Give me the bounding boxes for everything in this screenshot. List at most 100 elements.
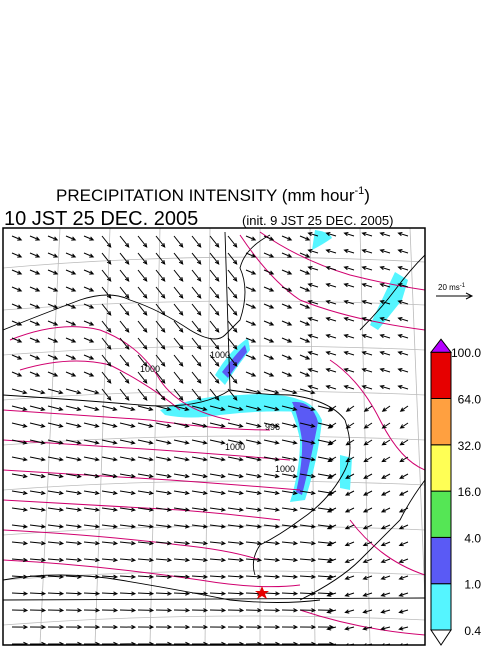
wind-arrow: [361, 384, 373, 390]
wind-arrow: [29, 388, 46, 395]
wind-arrow: [155, 337, 166, 350]
wind-field: [11, 231, 409, 645]
wind-arrow: [281, 337, 293, 343]
wind-arrow: [362, 609, 373, 614]
wind-arrow: [325, 231, 337, 237]
wind-arrow: [398, 609, 409, 614]
wind-arrow: [119, 252, 130, 265]
colorbar-label: 1.0: [464, 578, 481, 592]
wind-arrow: [83, 371, 95, 377]
wind-arrow: [101, 320, 112, 333]
wind-arrow: [155, 439, 172, 445]
colorbar-bin: [430, 398, 452, 446]
wind-arrow: [173, 624, 191, 630]
wind-arrow: [119, 574, 137, 579]
wind-arrow: [65, 574, 83, 579]
wind-arrow: [209, 524, 227, 529]
wind-arrow: [209, 624, 227, 630]
wind-arrow: [101, 524, 119, 529]
wind-arrow: [173, 641, 191, 645]
wind-arrow: [119, 286, 130, 299]
isobar-label: 996: [265, 422, 280, 432]
wind-arrow: [209, 371, 220, 384]
wind-arrow: [119, 405, 136, 412]
wind-arrow: [327, 456, 337, 463]
wind-arrow: [263, 371, 275, 377]
wind-arrow: [191, 524, 209, 529]
wind-arrow: [83, 490, 100, 496]
wind-arrow: [155, 320, 166, 333]
isobar-label: 1000: [140, 364, 160, 374]
wind-arrow: [379, 265, 391, 271]
wind-arrow: [227, 641, 245, 645]
colorbar: 0.4 1.0 4.0 16.0 32.0 64.0 100.0: [429, 338, 482, 646]
wind-arrow: [83, 608, 101, 613]
valid-time: 10 JST 25 DEC. 2005: [4, 208, 198, 230]
wind-arrow: [227, 624, 245, 630]
scale-arrow: [436, 292, 474, 300]
wind-arrow: [398, 626, 409, 631]
wind-arrow: [299, 641, 317, 645]
wind-arrow: [361, 231, 373, 237]
wind-arrow: [11, 405, 28, 412]
wind-arrow: [83, 337, 95, 343]
wind-arrow: [191, 388, 202, 401]
colorbar-over: [429, 338, 453, 353]
wind-arrow: [65, 541, 83, 546]
wind-arrow: [397, 248, 409, 254]
wind-arrow: [137, 641, 155, 645]
wind-arrow: [137, 507, 154, 512]
wind-arrow: [29, 235, 41, 241]
wind-arrow: [361, 367, 373, 373]
wind-arrow: [343, 367, 355, 373]
wind-arrow: [361, 333, 373, 339]
colorbar-label: 16.0: [458, 485, 482, 499]
colorbar-bin: [430, 351, 452, 400]
wind-arrow: [119, 490, 136, 496]
wind-arrow: [263, 624, 281, 630]
wind-arrow: [29, 303, 41, 309]
wind-arrow: [281, 422, 298, 428]
wind-arrow: [281, 591, 299, 596]
wind-arrow: [47, 286, 59, 292]
wind-arrow: [191, 371, 202, 384]
wind-arrow: [155, 507, 172, 512]
wind-arrow: [344, 524, 355, 530]
wind-arrow: [245, 490, 262, 496]
wind-arrow: [119, 337, 130, 350]
wind-arrow: [307, 231, 319, 237]
wind-arrow: [326, 575, 337, 580]
wind-arrow: [119, 303, 130, 316]
wind-arrow: [361, 282, 373, 288]
wind-arrow: [65, 286, 77, 292]
wind-arrow: [281, 574, 299, 579]
wind-arrow: [47, 541, 65, 546]
wind-arrow: [209, 388, 220, 401]
wind-arrow: [101, 405, 118, 412]
wind-arrow: [101, 388, 112, 401]
wind-arrow: [380, 626, 391, 631]
wind-arrow: [83, 574, 101, 579]
graticule: [3, 228, 425, 645]
wind-arrow: [379, 384, 391, 390]
wind-arrow: [362, 626, 373, 631]
wind-arrow: [227, 524, 245, 529]
wind-arrow: [29, 507, 46, 512]
wind-arrow: [263, 286, 275, 292]
wind-arrow: [137, 557, 155, 563]
wind-arrow: [83, 456, 100, 462]
wind-arrow: [101, 286, 112, 299]
wind-arrow: [380, 592, 391, 597]
wind-arrow: [326, 592, 337, 597]
colorbar-label: 64.0: [458, 393, 482, 407]
wind-arrow: [119, 641, 137, 645]
wind-arrow: [11, 574, 29, 579]
wind-arrow: [191, 641, 209, 645]
wind-arrow: [29, 641, 47, 645]
wind-arrow: [191, 422, 208, 428]
wind-arrow: [209, 269, 220, 282]
wind-arrow: [380, 609, 391, 614]
wind-arrow: [137, 371, 148, 384]
wind-arrow: [299, 371, 311, 377]
wind-arrow: [245, 388, 262, 395]
